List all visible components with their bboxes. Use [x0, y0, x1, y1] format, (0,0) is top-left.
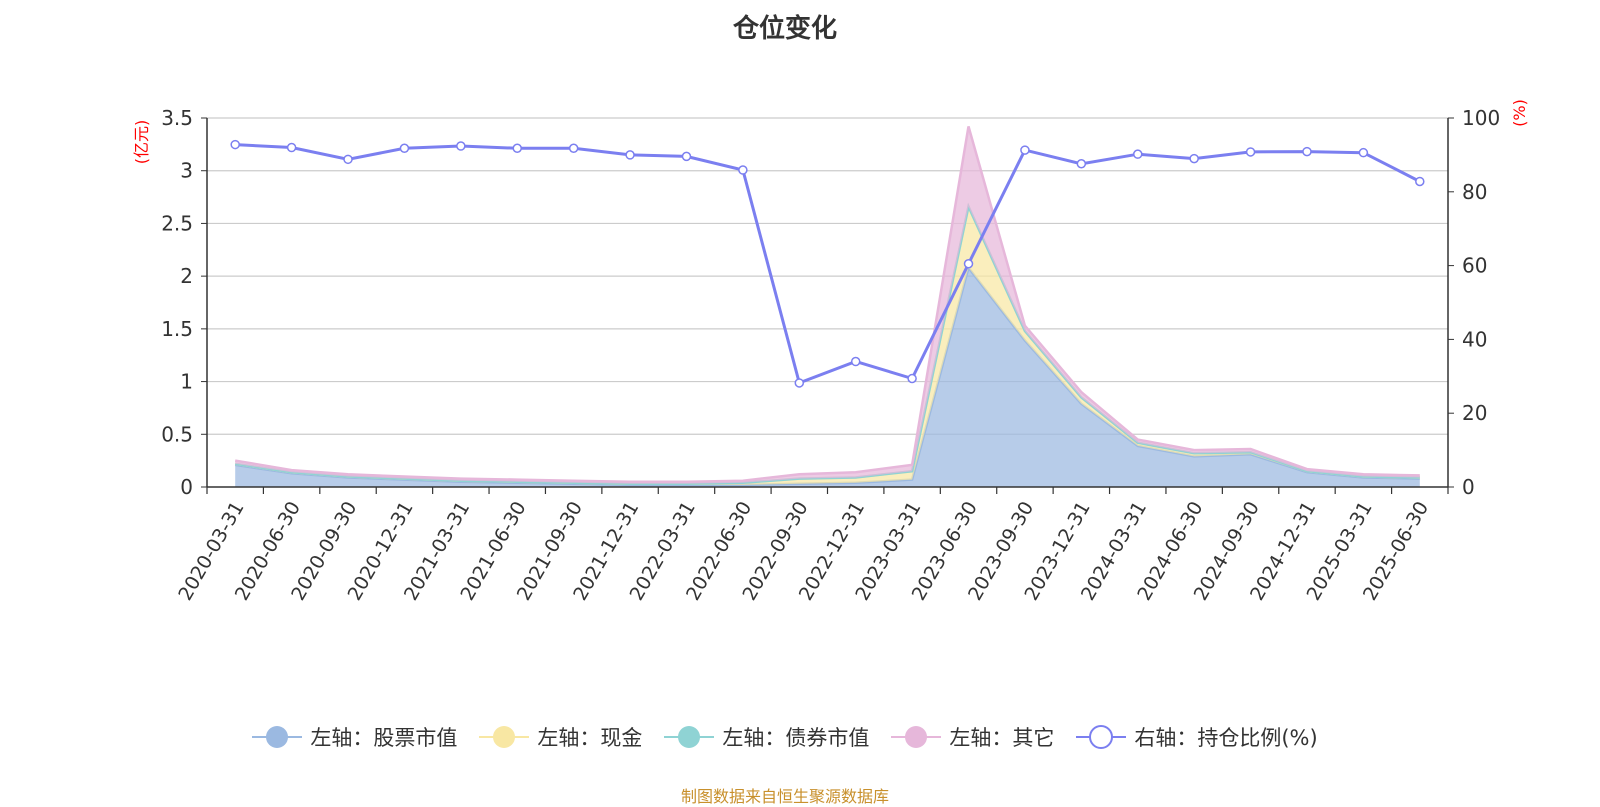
right-tick-label: 100	[1462, 106, 1500, 130]
area-cash	[235, 206, 1420, 485]
left-tick-label: 0.5	[161, 422, 193, 446]
ratio-point	[850, 356, 861, 367]
legend-label: 左轴：债券市值	[722, 726, 870, 750]
ratio-point	[343, 154, 353, 165]
legend-item-ratio[interactable]: 右轴：持仓比例(%)	[1076, 722, 1318, 752]
ratio-line	[235, 143, 1421, 385]
legend-marker-cash	[479, 726, 530, 748]
right-tick-label: 40	[1462, 327, 1487, 351]
ratio-point	[1245, 147, 1256, 157]
legend-item-other[interactable]: 左轴：其它	[891, 722, 1054, 752]
line-cash	[235, 202, 1420, 486]
line-bond	[235, 202, 1420, 486]
stacked-areas	[234, 126, 1420, 487]
left-tick-label: 1	[180, 370, 193, 394]
left-tick-label: 3.5	[161, 106, 193, 130]
left-tick-label: 0	[180, 475, 193, 499]
chart-title: 仓位变化	[732, 14, 837, 44]
right-axis-unit: (%)	[1510, 99, 1529, 127]
ratio-point	[681, 151, 692, 162]
legend-marker-ratio	[1076, 725, 1127, 749]
ratio-point	[625, 150, 635, 160]
legend-label: 左轴：其它	[949, 726, 1055, 750]
right-tick-label: 80	[1462, 180, 1487, 204]
ratio-point	[1020, 145, 1030, 155]
legend-item-bond[interactable]: 左轴：债券市值	[664, 722, 869, 752]
legend-marker-other	[891, 726, 942, 748]
ratio-point	[456, 141, 466, 151]
right-tick-label: 60	[1462, 254, 1487, 278]
legend-marker-bond	[664, 726, 715, 748]
ratio-series	[230, 139, 1425, 388]
right-tick-label: 20	[1462, 401, 1487, 425]
data-source-note: 制图数据来自恒生聚源数据库	[680, 787, 889, 806]
area-other	[235, 126, 1420, 484]
ratio-point	[1302, 146, 1312, 157]
legend-label: 左轴：现金	[537, 726, 643, 750]
ratio-point	[1415, 176, 1425, 187]
ratio-point	[1358, 147, 1369, 158]
legend-marker-stock	[252, 726, 303, 748]
ratio-point	[1189, 153, 1199, 164]
legend-item-cash[interactable]: 左轴：现金	[479, 722, 642, 752]
ratio-point	[1133, 149, 1143, 159]
ratio-point	[1076, 159, 1087, 169]
ratio-point	[738, 165, 748, 175]
line-other	[234, 126, 1420, 483]
ratio-point	[512, 143, 522, 154]
ratio-point	[963, 259, 974, 269]
grid-lines	[207, 117, 1448, 435]
ratio-point	[568, 143, 579, 154]
axes: 00.511.522.533.50204060801002020-03-3120…	[161, 106, 1500, 604]
ratio-point	[286, 142, 297, 153]
left-tick-label: 1.5	[161, 317, 193, 341]
legend: 左轴：股票市值 左轴：现金 左轴：债券市值 左轴：其它 右轴：持仓比例(%)	[0, 722, 1570, 752]
ratio-point	[794, 378, 805, 388]
left-tick-label: 3	[180, 159, 193, 183]
left-tick-label: 2.5	[161, 211, 193, 235]
area-bond	[235, 206, 1420, 484]
ratio-point	[399, 143, 410, 154]
legend-label: 左轴：股票市值	[310, 726, 458, 750]
legend-item-stock[interactable]: 左轴：股票市值	[252, 722, 457, 752]
legend-label: 右轴：持仓比例(%)	[1134, 726, 1318, 750]
chart-canvas: 00.511.522.533.50204060801002020-03-3120…	[132, 99, 1529, 604]
ratio-point	[230, 139, 240, 150]
right-tick-label: 0	[1462, 475, 1475, 499]
left-tick-label: 2	[180, 264, 193, 288]
left-axis-unit: (亿元)	[132, 120, 151, 165]
ratio-point	[907, 373, 917, 384]
